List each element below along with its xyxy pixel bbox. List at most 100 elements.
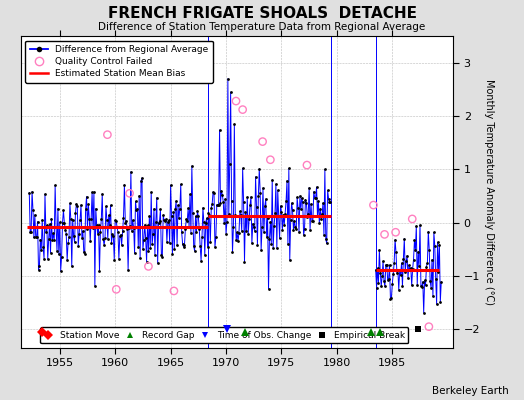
Point xyxy=(91,282,99,289)
Point xyxy=(62,230,70,237)
Point xyxy=(108,231,117,238)
Point xyxy=(147,189,156,196)
Point xyxy=(435,241,444,248)
Point xyxy=(231,212,239,218)
Point xyxy=(268,176,276,183)
Point xyxy=(315,220,323,226)
Point xyxy=(26,229,35,235)
Point xyxy=(135,192,144,199)
Point xyxy=(229,224,237,230)
Point xyxy=(396,267,404,273)
Point xyxy=(384,277,392,283)
Point xyxy=(51,182,59,189)
Point xyxy=(247,194,255,200)
Point xyxy=(77,202,85,208)
Point xyxy=(436,299,444,305)
Point xyxy=(270,223,278,229)
Point xyxy=(249,224,258,230)
Point xyxy=(90,189,98,195)
Point xyxy=(372,267,380,273)
Point xyxy=(427,285,435,291)
Point xyxy=(325,199,334,206)
Point xyxy=(308,218,316,224)
Point xyxy=(132,207,140,213)
Point xyxy=(99,235,107,242)
Point xyxy=(410,237,419,243)
Point xyxy=(172,198,180,204)
Point xyxy=(170,246,179,252)
Point xyxy=(212,234,220,240)
Point xyxy=(79,228,87,234)
Point xyxy=(47,215,56,222)
Point xyxy=(139,236,148,243)
Point xyxy=(25,190,34,196)
Point xyxy=(296,193,304,199)
Point xyxy=(42,229,50,235)
Point xyxy=(260,229,268,235)
Point xyxy=(93,222,101,228)
Point xyxy=(379,258,387,264)
Point xyxy=(96,229,105,235)
Point xyxy=(424,228,432,235)
Point xyxy=(232,237,241,244)
Point xyxy=(223,218,231,225)
Point xyxy=(163,239,171,245)
Point xyxy=(123,226,132,232)
Point xyxy=(297,206,305,212)
Point xyxy=(432,276,440,282)
Point xyxy=(118,227,127,234)
Point xyxy=(426,278,434,284)
Point xyxy=(130,250,139,256)
Point xyxy=(283,178,291,184)
Point xyxy=(425,247,433,254)
Point xyxy=(383,262,391,268)
Point xyxy=(72,201,81,207)
Point xyxy=(106,202,115,208)
Point xyxy=(274,187,282,194)
Point xyxy=(87,216,95,222)
Point xyxy=(100,242,108,248)
Point xyxy=(222,230,230,237)
Point xyxy=(408,216,417,222)
Point xyxy=(310,188,318,195)
Point xyxy=(114,229,122,235)
Point xyxy=(48,237,57,244)
Point xyxy=(233,229,241,236)
Point xyxy=(269,245,277,252)
Point xyxy=(293,194,301,200)
Point xyxy=(264,214,272,221)
Point xyxy=(263,234,271,240)
Point xyxy=(252,174,260,180)
Point xyxy=(224,76,232,82)
Point xyxy=(119,215,128,221)
Point xyxy=(392,249,400,256)
Point xyxy=(303,214,311,220)
Point xyxy=(244,231,253,237)
Point xyxy=(54,205,62,212)
Point xyxy=(387,295,396,301)
Point xyxy=(280,222,288,228)
Point xyxy=(304,210,312,217)
Point xyxy=(385,276,393,282)
Point xyxy=(309,218,317,224)
Point xyxy=(27,229,35,235)
Point xyxy=(28,188,36,195)
Point xyxy=(180,242,189,248)
Point xyxy=(116,232,125,238)
Point xyxy=(98,191,106,197)
Point xyxy=(92,205,100,212)
Point xyxy=(63,257,71,263)
Point xyxy=(197,258,205,264)
Point xyxy=(246,202,254,208)
Point xyxy=(151,219,160,225)
Point xyxy=(103,216,111,223)
Point xyxy=(413,282,421,288)
Point xyxy=(400,235,409,242)
Point xyxy=(158,253,167,260)
Point xyxy=(225,211,233,218)
Point xyxy=(288,200,296,206)
Point xyxy=(61,226,70,233)
Point xyxy=(36,236,45,243)
Point xyxy=(369,202,378,208)
Point xyxy=(385,262,394,268)
